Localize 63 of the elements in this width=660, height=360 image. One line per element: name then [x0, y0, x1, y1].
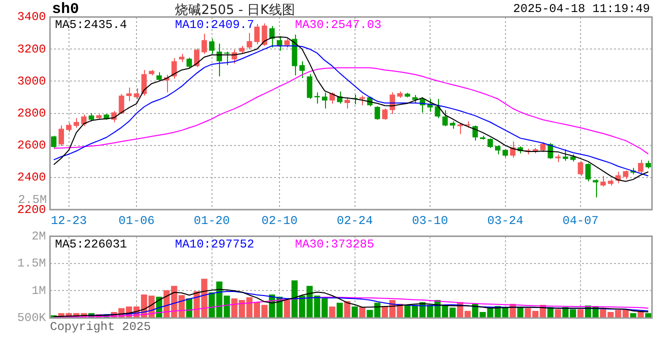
x-tick-label: 02-24	[336, 214, 373, 228]
candlestick	[382, 108, 388, 120]
candlestick	[442, 110, 448, 127]
y-tick-label: 2M	[32, 229, 46, 244]
chart-title: 烧碱2505 - 日K线图	[175, 3, 295, 18]
candlestick	[472, 125, 478, 142]
y-tick-label: 3400	[17, 10, 46, 24]
text: 2025-04-18 11:19:49	[513, 2, 650, 16]
text: MA5:2435.4	[55, 18, 128, 32]
x-tick-label: 02-10	[262, 214, 298, 228]
candlestick	[171, 58, 177, 80]
x-tick-label: 04-07	[562, 214, 599, 228]
candlestick	[299, 60, 305, 78]
text: MA5:226031	[55, 237, 128, 252]
text: MA30:2547.03	[295, 18, 382, 32]
text: MA10:297752	[175, 237, 254, 252]
candlestick	[322, 92, 328, 109]
candlestick	[585, 162, 591, 182]
candlestick	[562, 148, 568, 162]
candlestick	[457, 122, 463, 135]
y-tick-label: 3200	[17, 42, 46, 56]
x-tick-label: 01-20	[194, 214, 230, 228]
candlestick	[202, 33, 207, 54]
candlestick	[224, 51, 230, 66]
candlestick	[51, 135, 56, 148]
y-tick-label: 2200	[17, 202, 46, 217]
y-tick-label: 2600	[17, 138, 46, 153]
candlestick	[600, 175, 606, 187]
y-tick-label: 500K	[17, 311, 47, 326]
x-tick-label: 03-10	[412, 214, 448, 228]
candlestick	[540, 142, 546, 152]
x-tick-label: 03-24	[487, 214, 524, 228]
text: Copyright 2025	[50, 320, 151, 334]
candlestick	[194, 48, 200, 68]
candlestick	[81, 114, 87, 127]
candlestick	[254, 24, 260, 45]
annotation: sh0	[52, 1, 80, 18]
candlestick	[592, 178, 598, 198]
y-tick-label: 1.5M	[17, 256, 46, 271]
candlestick	[488, 138, 493, 148]
y-tick-label: 1M	[32, 284, 46, 298]
candlestick	[246, 32, 252, 50]
candlestick	[134, 88, 140, 100]
candlestick	[58, 125, 64, 147]
candlestick	[209, 38, 214, 54]
y-tick-label: 3000	[17, 74, 46, 88]
series-label: MA10:2409.7	[175, 18, 254, 32]
candlestick	[314, 92, 320, 104]
candlestick	[186, 57, 192, 68]
candlestick	[306, 74, 312, 100]
y-tick-label: 2800	[17, 106, 46, 120]
x-tick-label: 01-06	[118, 214, 155, 228]
candlestick	[360, 95, 365, 106]
candlestick	[141, 69, 147, 96]
x-tick-label: 12-23	[50, 214, 87, 228]
candlestick	[638, 159, 644, 174]
candlestick	[74, 118, 80, 128]
candlestick	[374, 106, 380, 120]
candlestick	[578, 160, 584, 176]
y-tick-label: 2400	[17, 170, 46, 185]
candlestick	[344, 96, 350, 109]
candlestick	[216, 43, 222, 77]
text: MA30:373285	[295, 237, 374, 252]
